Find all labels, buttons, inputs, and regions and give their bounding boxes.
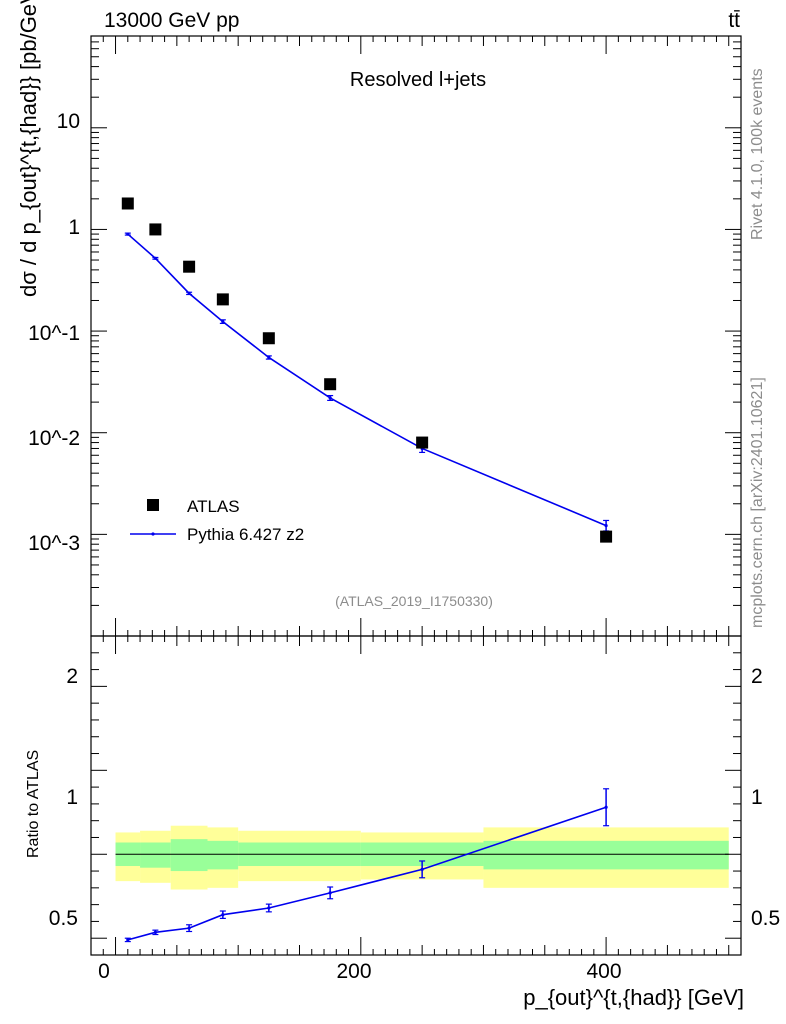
pythia-point: [221, 320, 224, 323]
plot-title: Resolved l+jets: [350, 69, 486, 91]
ratio-y-tick-label-right: 0.5: [751, 907, 780, 930]
pythia-point: [154, 257, 157, 260]
atlas-point: [149, 223, 161, 235]
atlas-point: [416, 437, 428, 449]
pythia-point: [188, 292, 191, 295]
main-y-tick-label: 1: [68, 216, 80, 239]
x-axis-label: p_{out}^{t,{had}} [GeV]: [523, 985, 744, 1010]
legend-atlas-label: ATLAS: [187, 497, 240, 516]
ratio-y-tick-label: 1: [66, 786, 78, 809]
ratio-band-green: [208, 841, 239, 870]
main-y-tick-label: 10^-3: [28, 532, 80, 555]
ratio-point: [329, 891, 332, 894]
x-tick-label: 400: [586, 960, 621, 983]
legend-pythia-label: Pythia 6.427 z2: [187, 525, 304, 544]
atlas-point: [324, 378, 336, 390]
ratio-band-green: [483, 841, 728, 870]
atlas-point: [600, 531, 612, 543]
legend-pythia-marker: [151, 532, 154, 535]
ratio-point: [221, 913, 224, 916]
main-y-tick-label: 10: [57, 110, 80, 133]
main-y-tick-label: 10^-2: [28, 427, 80, 450]
pythia-point: [267, 356, 270, 359]
axes-frames: [91, 36, 741, 955]
atlas-point: [263, 332, 275, 344]
mcplots-label: mcplots.cern.ch [arXiv:2401.10621]: [749, 377, 766, 628]
atlas-point: [217, 293, 229, 305]
pythia-point: [604, 524, 607, 527]
ratio-point: [421, 868, 424, 871]
ratio-point: [154, 931, 157, 934]
ratio-point: [267, 906, 270, 909]
main-y-tick-label: 10^-1: [28, 322, 80, 345]
ratio-band-green: [171, 839, 208, 871]
main-plot-series: [122, 197, 612, 542]
ratio-point: [188, 927, 191, 930]
main-y-axis-label: dσ / d p_{out}^{t,{had}} [pb/GeV]: [16, 0, 41, 297]
ratio-y-tick-label-right: 2: [751, 665, 763, 688]
ratio-y-axis-label: Ratio to ATLAS: [25, 750, 42, 858]
ratio-plot-frame: [91, 636, 741, 955]
figure-canvas: 13000 GeV pp tt̄ Resolved l+jets (ATLAS_…: [0, 0, 786, 1024]
ratio-y-tick-label: 2: [66, 665, 78, 688]
legend: ATLAS Pythia 6.427 z2: [130, 497, 304, 544]
ratio-point: [126, 938, 129, 941]
ratio-uncertainty-bands: [116, 826, 729, 890]
analysis-watermark: (ATLAS_2019_I1750330): [335, 593, 493, 609]
energy-label: 13000 GeV pp: [104, 9, 239, 32]
x-tick-label: 200: [336, 960, 371, 983]
ratio-point: [604, 806, 607, 809]
x-tick-label: 0: [98, 960, 110, 983]
legend-atlas-marker: [147, 499, 159, 511]
ratio-y-tick-label-right: 1: [751, 786, 763, 809]
main-plot-frame: [91, 36, 741, 636]
atlas-point: [183, 261, 195, 273]
rivet-version-label: Rivet 4.1.0, 100k events: [749, 68, 766, 240]
ratio-band-green: [140, 843, 171, 868]
process-label: tt̄: [728, 9, 740, 32]
atlas-point: [122, 197, 134, 209]
pythia-curve: [128, 234, 606, 525]
pythia-point: [329, 396, 332, 399]
pythia-point: [126, 232, 129, 235]
ratio-y-tick-label: 0.5: [49, 907, 78, 930]
